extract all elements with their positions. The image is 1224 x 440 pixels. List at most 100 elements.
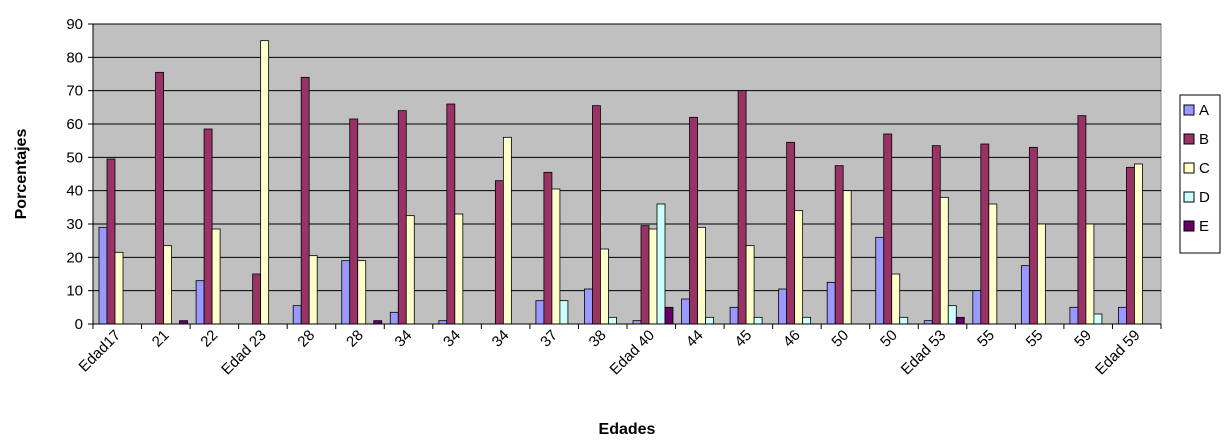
y-tick-labels: 0 10 20 30 40 50 60 70 80 90 <box>66 16 93 333</box>
bar-c <box>211 228 221 325</box>
bar-c <box>163 245 172 325</box>
bar-d <box>656 203 666 325</box>
bar-c <box>794 210 804 325</box>
bar-b <box>106 158 116 325</box>
bar-b <box>543 171 553 325</box>
bar-b <box>592 105 601 325</box>
legend-swatch-a <box>1183 104 1195 116</box>
legend-label-e: E <box>1199 218 1209 235</box>
x-tick-label: 34 <box>489 327 513 351</box>
x-tick-label: Edad 53 <box>898 327 950 379</box>
y-tick-label: 40 <box>66 183 83 200</box>
bar-b <box>446 103 456 325</box>
bar-b <box>203 128 213 325</box>
bar-a <box>729 306 739 325</box>
bar-c <box>697 226 706 325</box>
x-tick-label: 38 <box>586 327 610 351</box>
bar-b <box>640 225 650 325</box>
bars <box>98 40 1143 325</box>
bar-a <box>826 281 836 325</box>
bar-c <box>648 228 658 325</box>
bar-a <box>292 305 302 325</box>
bar-b <box>349 118 359 325</box>
y-tick-label: 30 <box>66 216 83 233</box>
bar-c <box>1134 163 1143 325</box>
bar-c <box>1036 223 1046 325</box>
bar-b <box>834 165 844 325</box>
bar-b <box>1028 146 1038 325</box>
bar-b <box>931 145 941 325</box>
x-tick-label: 37 <box>537 327 561 351</box>
legend-swatch-b <box>1183 133 1195 145</box>
bar-a <box>1069 306 1079 325</box>
x-tick-label: Edad 59 <box>1092 327 1144 379</box>
bar-a <box>584 288 593 325</box>
legend-swatch-d <box>1183 191 1195 203</box>
x-tick-label: 59 <box>1071 327 1095 351</box>
bar-a <box>972 290 982 325</box>
y-tick-label: 70 <box>66 83 83 100</box>
y-tick-label: 90 <box>66 16 83 33</box>
bar-a <box>389 311 399 325</box>
x-tick-label: 46 <box>780 327 804 351</box>
x-tick-label: 45 <box>731 327 755 351</box>
legend-label-b: B <box>1199 131 1209 148</box>
bar-a <box>778 288 788 325</box>
y-tick-label: 50 <box>66 149 83 166</box>
bar-e <box>955 316 965 325</box>
bar-a <box>681 298 690 325</box>
bar-b <box>689 116 698 325</box>
x-tick-label: 44 <box>683 327 707 351</box>
y-tick-label: 10 <box>66 283 83 300</box>
bar-b <box>155 71 164 325</box>
x-axis-title: Edades <box>599 421 656 438</box>
legend-label-d: D <box>1199 189 1210 206</box>
bar-c <box>260 40 270 325</box>
bar-d <box>753 316 763 325</box>
bar-b <box>980 143 990 325</box>
bar-b <box>300 76 310 325</box>
legend-label-c: C <box>1199 160 1210 177</box>
bar-a <box>1118 306 1127 325</box>
y-tick-label: 20 <box>66 249 83 266</box>
x-tick-label: 34 <box>392 327 416 351</box>
bar-d <box>705 316 714 325</box>
bar-c <box>454 213 464 325</box>
bar-d <box>559 300 569 325</box>
bar-c <box>502 136 512 325</box>
bar-a <box>195 280 205 325</box>
x-tick-label: 55 <box>974 327 998 351</box>
bar-d <box>899 316 909 325</box>
bar-a <box>875 236 885 325</box>
x-tick-label: 55 <box>1023 327 1047 351</box>
bar-b <box>1126 166 1135 325</box>
bar-b <box>737 90 747 325</box>
bar-c <box>405 215 415 325</box>
legend-swatch-e <box>1183 220 1195 232</box>
bar-a <box>1020 265 1030 325</box>
bar-b <box>786 141 796 325</box>
bar-b <box>494 180 504 325</box>
bar-d <box>947 305 957 325</box>
x-tick-label: Edad17 <box>76 327 125 376</box>
bar-d <box>1093 313 1103 325</box>
bar-c <box>308 255 318 325</box>
bar-c <box>357 260 367 325</box>
bar-c <box>1085 223 1095 325</box>
bar-c <box>988 203 998 325</box>
y-tick-label: 80 <box>66 49 83 66</box>
bar-b <box>1077 115 1087 325</box>
bar-c <box>745 245 755 325</box>
x-tick-label: 21 <box>149 327 173 351</box>
legend-label-a: A <box>1199 102 1209 119</box>
bar-b <box>397 110 407 325</box>
y-axis-title: Porcentajes <box>13 129 30 220</box>
bar-c <box>551 188 561 325</box>
bar-c <box>600 248 609 325</box>
x-tick-label: Edad 40 <box>607 327 659 379</box>
x-tick-label: Edad 23 <box>218 327 270 379</box>
bar-b <box>252 273 262 325</box>
y-tick-label: 0 <box>75 316 83 333</box>
bar-c <box>842 190 852 325</box>
